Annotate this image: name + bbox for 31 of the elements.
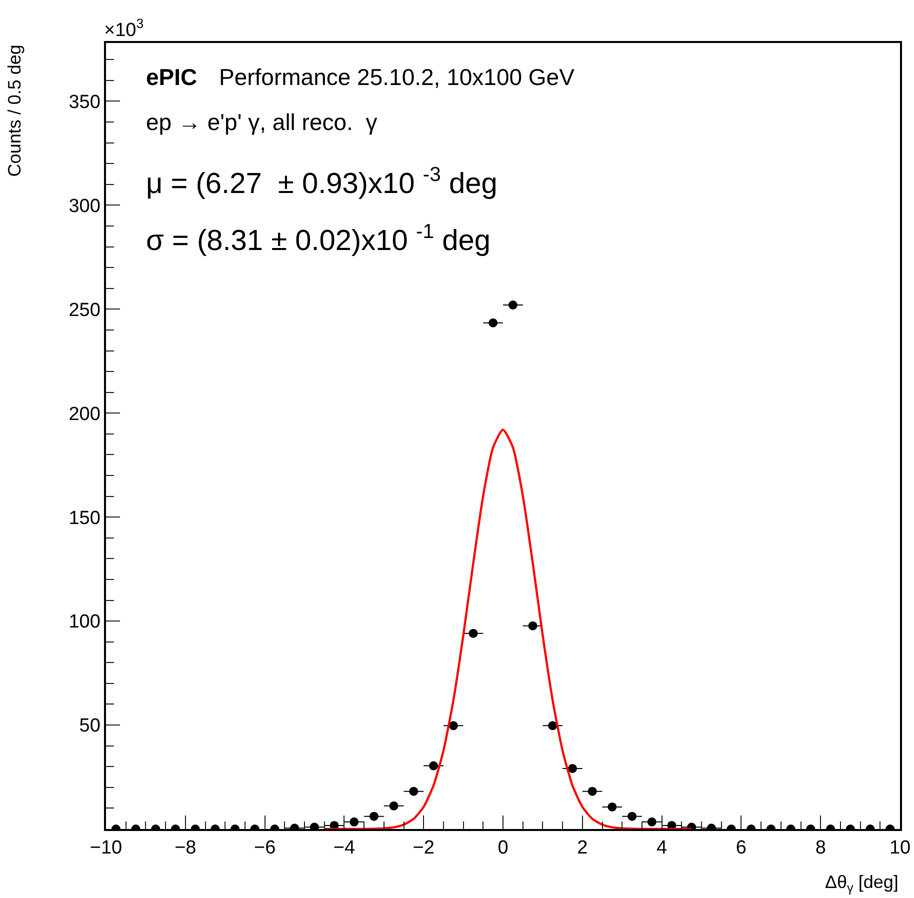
x-tick-label: 4: [656, 838, 668, 859]
point: [528, 621, 538, 630]
x-tick-label: −4: [333, 838, 356, 859]
point: [508, 300, 518, 310]
annotation: σ = (8.31 ± 0.02)x10 $^{-1}$ deg: [146, 221, 490, 258]
x-tick-label: 10: [889, 838, 911, 859]
point: [568, 764, 577, 773]
annotation: ePIC: [146, 64, 198, 90]
x-tick-label: −2: [412, 838, 434, 859]
text: ×10$^{3}$: [104, 16, 144, 41]
y-tick-label: 300: [68, 196, 100, 217]
x-axis-title: Δθ$_{γ}$ [deg]: [825, 872, 898, 895]
x-tick-label: −6: [254, 838, 276, 859]
y-tick-label: 350: [68, 92, 100, 113]
y-tick-label: 100: [68, 612, 100, 633]
y-tick-label: 200: [68, 404, 100, 425]
annotation: μ = (6.27 ± 0.93)x10 $^{-3}$ deg: [146, 164, 498, 200]
x-tick-label: 6: [736, 838, 746, 859]
x-tick-label: 8: [815, 838, 826, 859]
x-tick-label: 0: [498, 838, 508, 859]
x-tick-label: −8: [174, 838, 196, 859]
annotation: ep → e'p' γ, all reco. γ: [146, 109, 378, 135]
y-tick-label: 150: [68, 508, 100, 529]
y-tick-label: 50: [79, 716, 100, 737]
y-tick-label: 250: [68, 300, 100, 321]
point: [488, 318, 498, 328]
annotation: Performance 25.10.2, 10x100 GeV: [219, 64, 576, 90]
x-tick-label: 2: [577, 838, 588, 859]
point: [468, 628, 478, 638]
y-axis-title: Counts / 0.5 deg: [4, 44, 25, 177]
x-tick-label: −10: [90, 838, 122, 859]
